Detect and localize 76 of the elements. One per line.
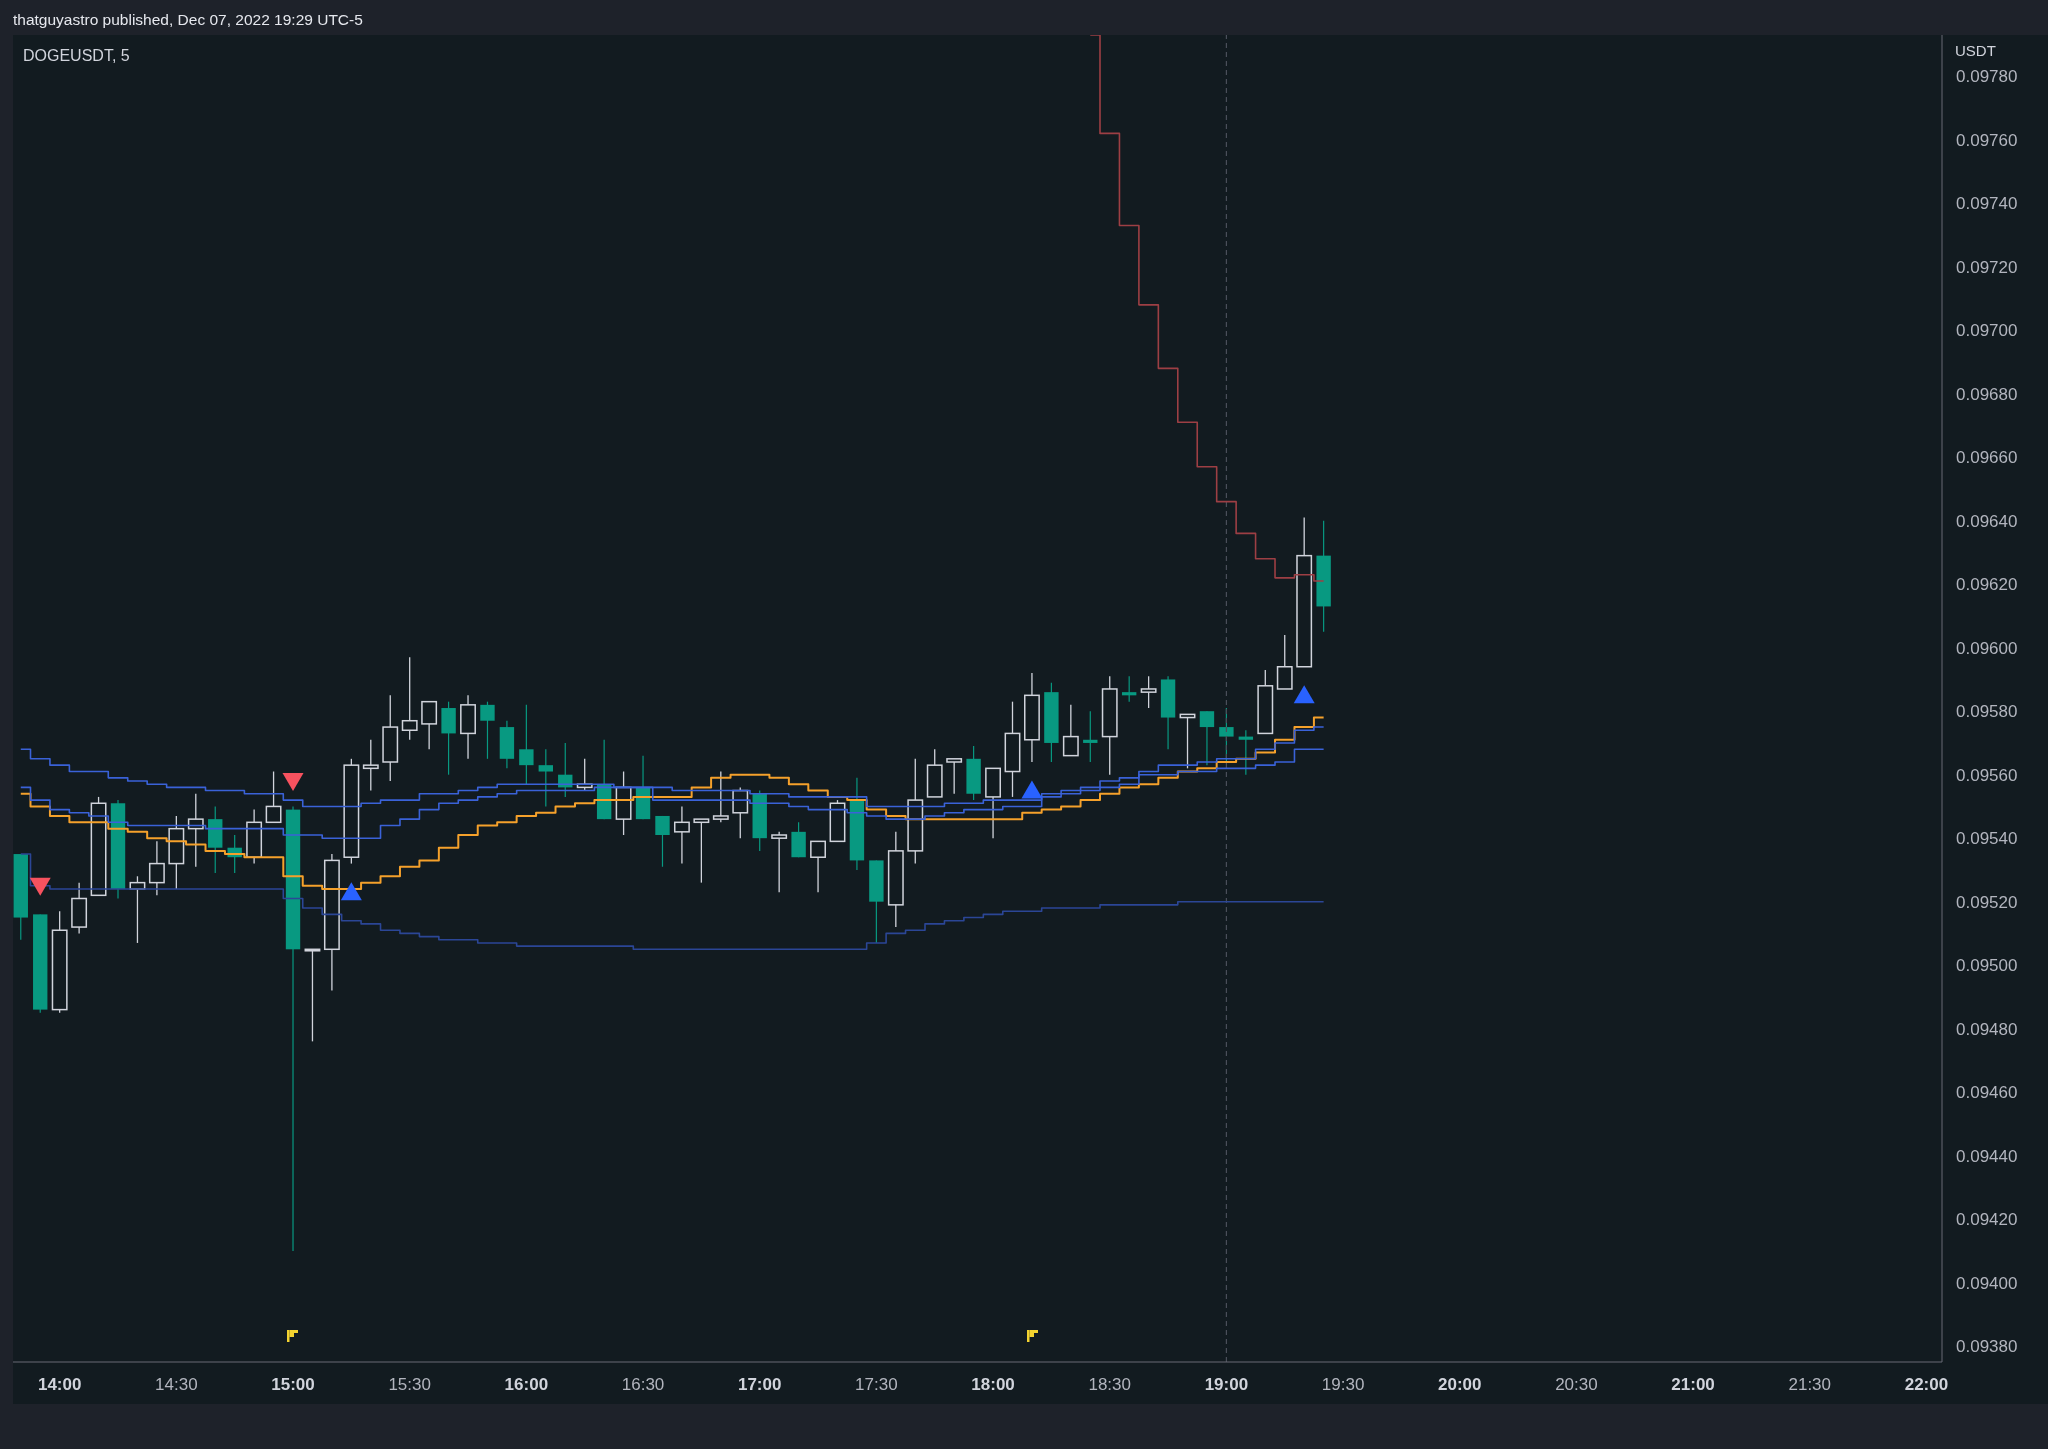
x-tick-label: 16:30 xyxy=(621,1375,665,1394)
candlestick xyxy=(460,694,476,760)
candlestick xyxy=(1004,701,1021,798)
x-tick-label: 18:30 xyxy=(1088,1375,1131,1394)
y-tick-label: 0.09740 xyxy=(1956,194,2018,214)
y-tick-label: 0.09700 xyxy=(1956,321,2018,341)
candlestick xyxy=(71,881,88,935)
x-tick-label: 22:00 xyxy=(1904,1375,1949,1394)
candlestick xyxy=(421,700,438,750)
candlestick xyxy=(480,701,495,760)
x-tick-label: 19:30 xyxy=(1321,1375,1365,1394)
candlestick xyxy=(304,948,321,1043)
candlestick xyxy=(1024,672,1040,763)
y-tick-label: 0.09660 xyxy=(1956,448,2018,468)
point xyxy=(1293,685,1315,704)
y-tick-label: 0.09440 xyxy=(1956,1146,2018,1166)
y-tick-label: 0.09780 xyxy=(1956,67,2018,87)
x-tick-label: 15:00 xyxy=(271,1375,315,1394)
text: DOGEUSDT, 5 xyxy=(23,47,130,65)
candlestick xyxy=(1238,729,1254,776)
point xyxy=(340,882,362,901)
candlestick xyxy=(323,853,340,992)
y-tick-label: 0.09620 xyxy=(1956,575,2018,595)
y-tick-label: 0.09420 xyxy=(1956,1210,2018,1230)
y-tick-label: 0.09520 xyxy=(1956,892,2018,912)
x-tick-label: 21:00 xyxy=(1671,1375,1715,1394)
candlestick xyxy=(946,758,963,795)
y-tick-label: 0.09500 xyxy=(1956,956,2018,976)
candlestick xyxy=(673,805,690,865)
x-tick-label: 14:30 xyxy=(155,1375,198,1394)
x-tick-label: 21:30 xyxy=(1788,1375,1832,1394)
candlestick xyxy=(655,815,670,868)
y-tick-label: 0.09760 xyxy=(1956,130,2018,150)
candlestick xyxy=(1276,634,1293,690)
candlestick xyxy=(187,793,204,868)
x-tick-label: 17:30 xyxy=(855,1375,898,1394)
x-tick-label: 19:00 xyxy=(1204,1375,1249,1394)
point xyxy=(1021,780,1043,799)
candlestick xyxy=(1083,710,1098,763)
y-tick-label: 0.09460 xyxy=(1956,1083,2018,1103)
candlestick xyxy=(1179,713,1196,769)
x-tick-label: 20:30 xyxy=(1555,1375,1598,1394)
candlestick xyxy=(148,840,165,896)
candlestick xyxy=(693,818,710,884)
y-tick-label: 0.09380 xyxy=(1956,1337,2018,1357)
y-tick-label: 0.09540 xyxy=(1956,829,2018,849)
x-tick-label: 17:00 xyxy=(737,1375,782,1394)
candlestick xyxy=(810,840,826,893)
x-tick-label: 20:00 xyxy=(1438,1375,1482,1394)
candlestick xyxy=(519,704,534,785)
point xyxy=(29,877,51,896)
candlestick xyxy=(246,808,263,865)
y-tick-label: 0.09580 xyxy=(1956,702,2018,722)
y-tick-label: 0.09680 xyxy=(1956,384,2018,404)
candlestick xyxy=(985,767,1001,839)
text: thatguyastro published, Dec 07, 2022 19:29 UTC-5 xyxy=(13,11,363,29)
x-tick-label: 14:00 xyxy=(37,1375,82,1394)
candlestick xyxy=(1121,675,1137,703)
candlestick xyxy=(1296,516,1313,668)
x-tick-label: 15:30 xyxy=(388,1375,431,1394)
y-tick-label: 0.09560 xyxy=(1956,765,2018,785)
candlestick xyxy=(538,748,553,808)
x-tick-label: 16:00 xyxy=(504,1375,549,1394)
candlestick xyxy=(1199,710,1215,766)
x-tick-label: 18:00 xyxy=(971,1375,1015,1394)
candlestick xyxy=(382,694,399,782)
y-tick-label: 0.09480 xyxy=(1956,1019,2018,1039)
candlestick xyxy=(362,739,379,792)
y-axis-title: USDT xyxy=(1955,42,1996,59)
candlestick xyxy=(1062,704,1079,757)
y-tick-label: 0.09400 xyxy=(1956,1273,2018,1293)
y-tick-label: 0.09600 xyxy=(1956,638,2018,658)
y-tick-label: 0.09640 xyxy=(1956,511,2018,531)
candlestick xyxy=(887,831,904,928)
candlestick xyxy=(265,770,282,824)
y-tick-label: 0.09720 xyxy=(1956,257,2018,277)
